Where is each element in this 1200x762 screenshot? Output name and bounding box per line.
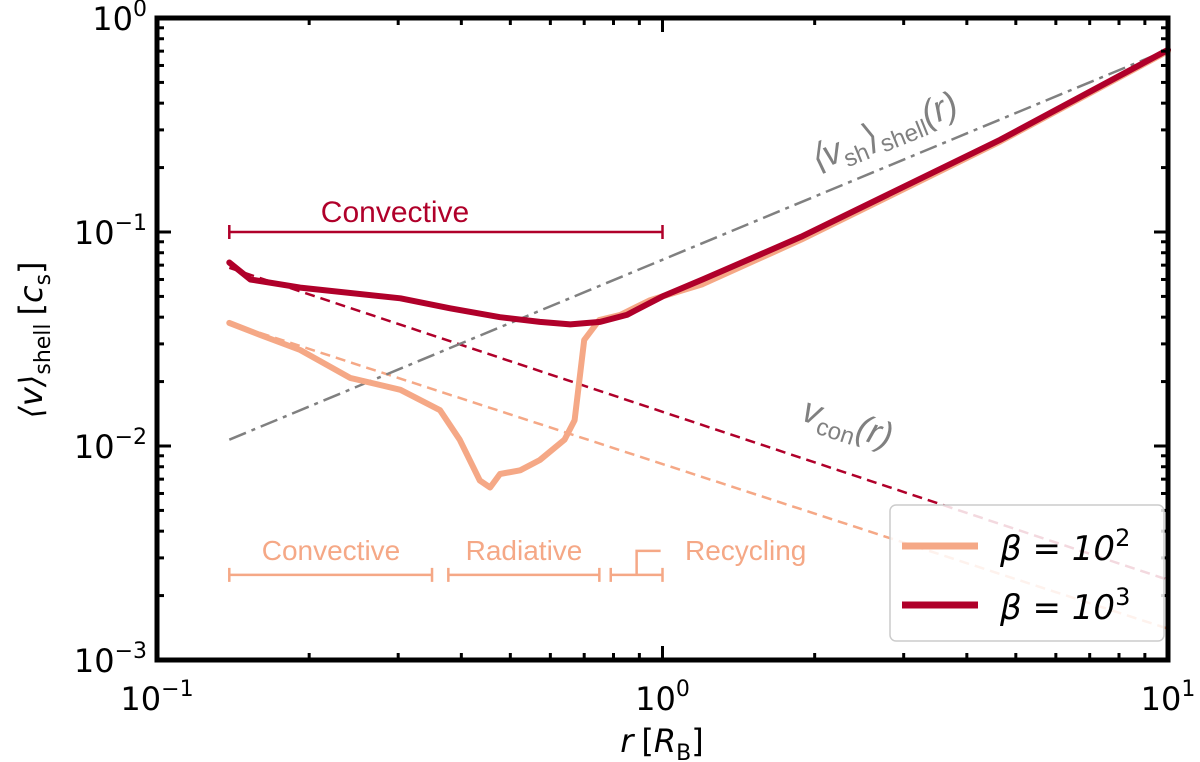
region-label-convective-beta3: Convective [321,196,469,229]
series-line-beta2 [226,48,1171,491]
bracket-convective-beta3 [228,225,664,239]
x-tick-label: 101 [1141,677,1196,718]
region-label-radiative-beta2: Radiative [466,535,583,566]
bracket-recycling-beta2 [609,567,664,582]
x-axis-label: r [RB] [620,722,703,762]
region-label-recycling-beta2: Recycling [685,535,806,566]
series-line-beta3 [226,46,1171,328]
y-axis-label: ⟨v⟩shell[cs] [12,261,56,418]
y-tick-label: 10−2 [74,425,147,466]
region-label-convective-beta2: Convective [262,535,401,566]
x-tick-label: 100 [635,677,690,718]
y-tick-label: 10−1 [74,211,147,252]
y-tick-label: 100 [92,0,147,38]
bracket-radiative-beta2 [447,567,601,582]
legend-label-beta-1e2: β = 102 [999,524,1130,569]
vcon-label: vcon(r) [796,389,899,462]
x-tick-label: 10−1 [120,677,193,718]
recycling-leader-line [635,549,661,575]
legend-label-beta-1e3: β = 103 [999,583,1130,628]
legend: β = 102 β = 103 [889,504,1165,642]
y-tick-label: 10−3 [74,639,147,680]
bracket-convective-beta2 [228,567,434,582]
